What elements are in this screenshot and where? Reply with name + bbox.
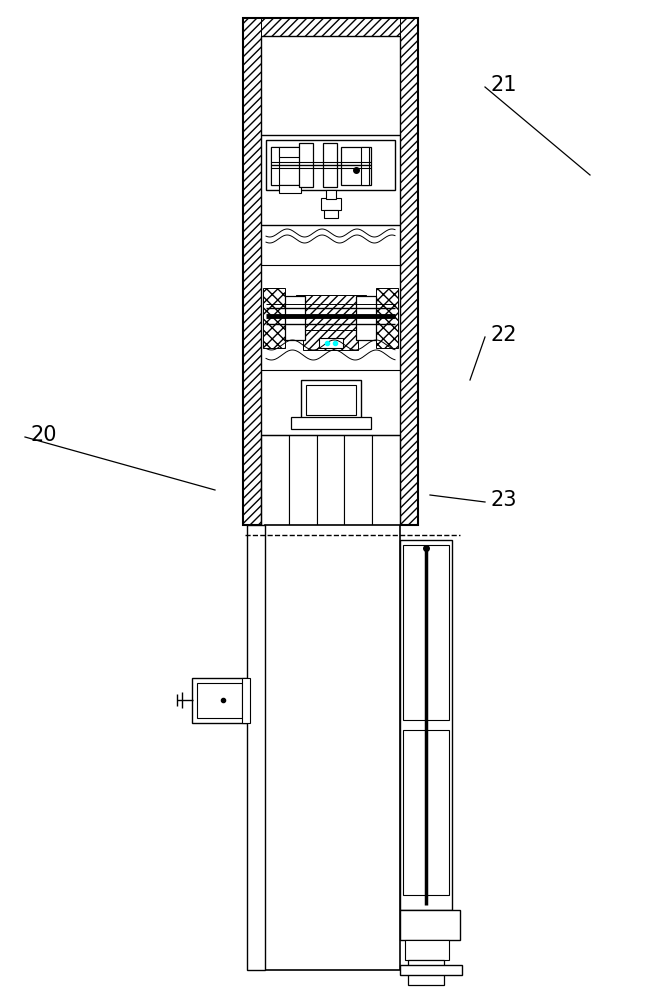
Bar	[303, 330, 358, 350]
Bar	[243, 18, 418, 525]
Bar	[324, 210, 337, 218]
Bar	[400, 18, 418, 525]
Bar	[299, 143, 313, 187]
Text: 21: 21	[490, 75, 517, 95]
Bar	[405, 940, 449, 960]
Bar	[306, 385, 356, 415]
Bar	[285, 296, 305, 340]
Bar	[318, 338, 343, 348]
Text: 20: 20	[30, 425, 57, 445]
Bar	[291, 417, 370, 429]
Bar	[320, 198, 341, 210]
Bar	[376, 288, 398, 348]
Bar	[344, 435, 372, 525]
Bar	[197, 682, 242, 718]
Bar	[403, 545, 449, 720]
Text: 22: 22	[490, 325, 517, 345]
Bar	[408, 960, 444, 985]
Bar	[261, 18, 400, 36]
Bar	[326, 190, 335, 199]
Bar	[296, 295, 365, 330]
Bar	[279, 185, 301, 193]
Bar	[323, 143, 337, 187]
Bar	[261, 435, 289, 525]
Bar	[403, 730, 449, 895]
Bar	[289, 435, 317, 525]
Bar	[400, 965, 462, 975]
Bar	[243, 18, 261, 525]
Bar	[247, 525, 265, 970]
Bar	[372, 435, 400, 525]
Bar	[242, 678, 250, 722]
Bar	[271, 147, 279, 185]
Bar	[265, 525, 400, 970]
Bar	[400, 910, 460, 940]
Bar	[263, 288, 285, 348]
Bar	[356, 296, 376, 340]
Bar	[279, 147, 301, 157]
Bar	[361, 147, 369, 185]
Bar	[192, 678, 247, 722]
Bar	[300, 380, 361, 420]
Bar	[400, 540, 452, 910]
Text: 23: 23	[490, 490, 517, 510]
Bar	[341, 147, 371, 185]
Bar	[317, 435, 345, 525]
Bar	[266, 140, 395, 190]
Bar	[271, 147, 301, 185]
